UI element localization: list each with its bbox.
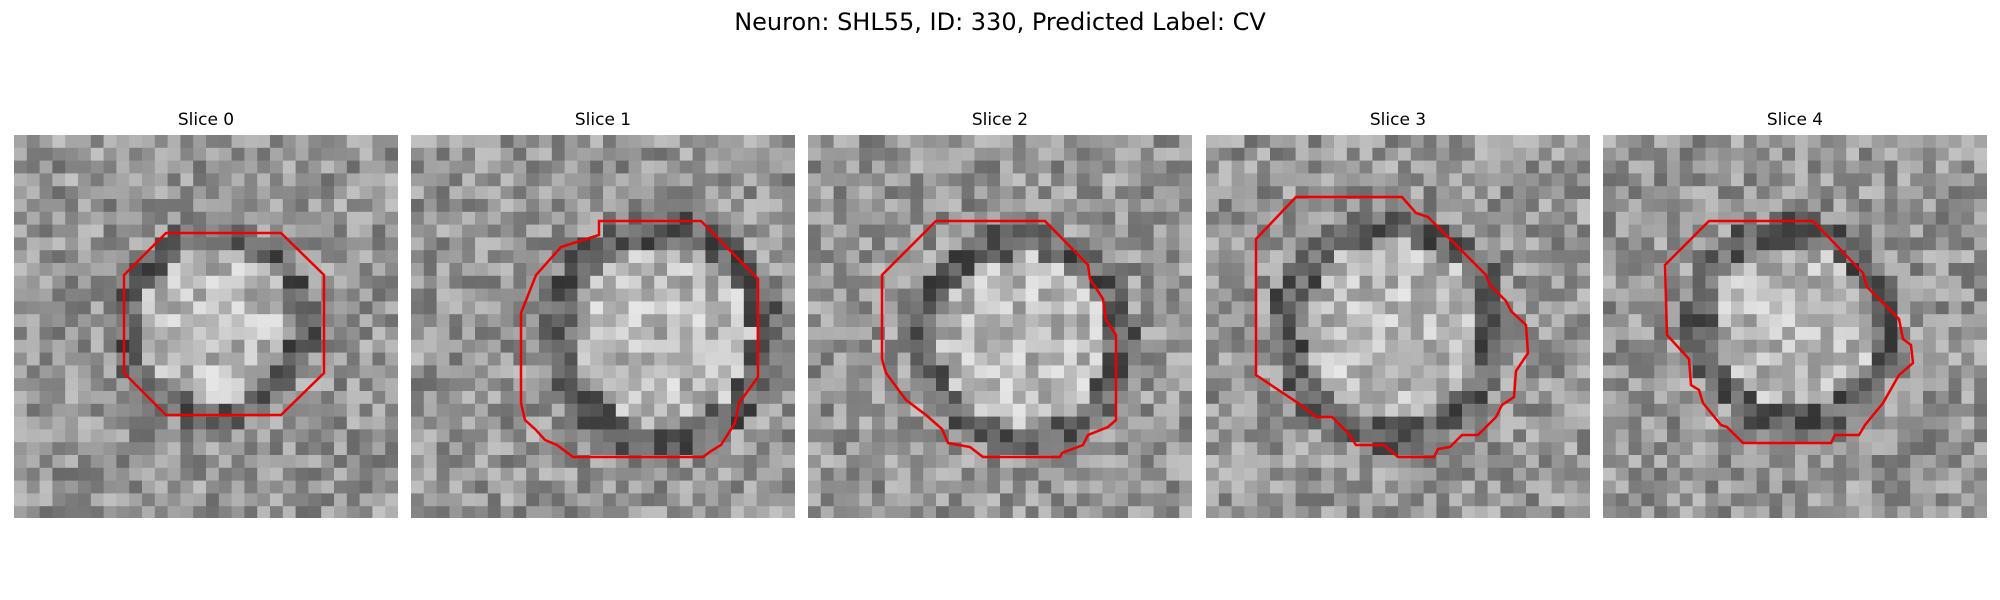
slice-3-image [1206,135,1590,518]
slice-3-title: Slice 3 [1369,110,1427,130]
slice-0-pixels [14,135,398,518]
slice-3-pixels [1206,135,1590,518]
slice-1-image [411,135,795,518]
slice-0-panel [14,135,398,518]
slice-2-image [808,135,1192,518]
slice-2-panel [808,135,1192,518]
figure-title: Neuron: SHL55, ID: 330, Predicted Label:… [734,8,1266,36]
slice-0-title: Slice 0 [177,110,235,130]
slice-1-pixels [411,135,795,518]
slice-0-image [14,135,398,518]
slice-4-image [1603,135,1987,518]
slice-2-title: Slice 2 [971,110,1029,130]
slice-1-panel [411,135,795,518]
slice-3-outline [1254,195,1530,459]
slice-0-outline [122,231,326,417]
slice-4-title: Slice 4 [1766,110,1824,130]
slice-1-title: Slice 1 [574,110,632,130]
slice-4-pixels [1603,135,1987,518]
slice-2-pixels [808,135,1192,518]
slice-3-panel [1206,135,1590,518]
slice-4-panel [1603,135,1987,518]
slice-4-outline [1663,219,1915,445]
slice-1-outline [519,219,760,459]
slice-2-outline [880,219,1118,459]
